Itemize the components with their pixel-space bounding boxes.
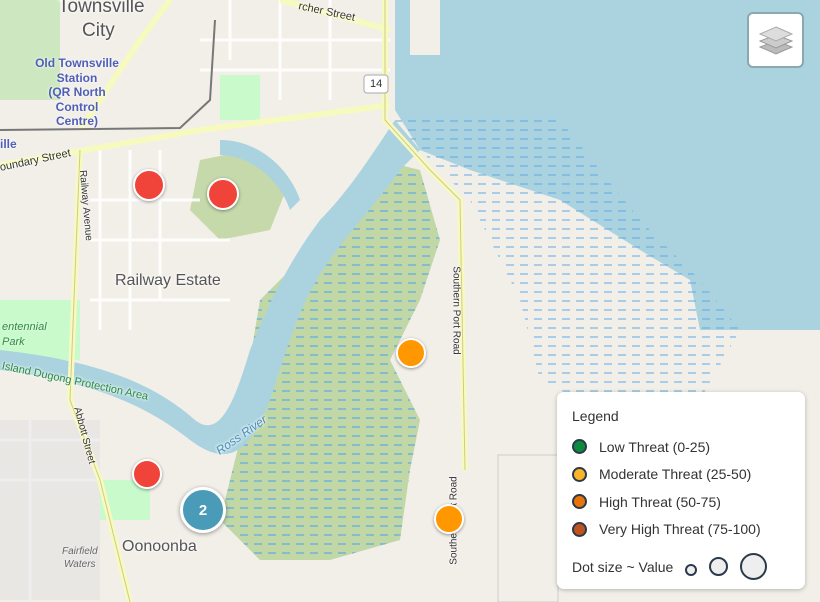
legend-label: Moderate Threat (25-50): [599, 466, 752, 483]
label-ille: ille: [0, 137, 17, 151]
park-line: entennial: [2, 321, 47, 333]
threat-marker[interactable]: [207, 178, 239, 210]
fairfield-line: Waters: [64, 559, 96, 570]
legend-dot: [572, 439, 587, 455]
label-oonoonba: Oonoonba: [122, 538, 197, 555]
size-label: Dot size ~ Value: [572, 558, 674, 575]
size-circle-medium: [709, 557, 729, 576]
legend-panel: Legend Low Threat (0-25) Moderate Threat…: [557, 392, 805, 589]
legend-item-very-high: Very High Threat (75-100): [572, 516, 790, 544]
size-circle-small: [685, 563, 698, 576]
legend-item-high: High Threat (50-75): [572, 488, 790, 516]
legend-item-low: Low Threat (0-25): [572, 433, 790, 461]
station-line: (QR North: [48, 85, 106, 99]
layers-button[interactable]: [747, 12, 804, 68]
layers-icon: [758, 26, 793, 55]
label-station: Old Townsville Station (QR North Control…: [22, 56, 132, 129]
station-line: Station: [56, 70, 98, 85]
legend-dot: [572, 466, 587, 482]
label-townsville: Townsville: [58, 0, 145, 17]
station-line: Centre): [55, 114, 98, 128]
legend-label: Low Threat (0-25): [599, 438, 711, 455]
legend-dot: [572, 521, 587, 537]
station-line: Control: [55, 99, 99, 114]
legend-label: High Threat (50-75): [599, 493, 721, 510]
legend-item-moderate: Moderate Threat (25-50): [572, 461, 790, 489]
legend-size-scale: Dot size ~ Value: [572, 553, 790, 580]
fairfield-line: Fairfield: [62, 546, 98, 557]
legend-label: Very High Threat (75-100): [599, 521, 761, 538]
threat-marker[interactable]: [396, 338, 426, 368]
park-line: Park: [2, 336, 25, 348]
legend-title: Legend: [572, 408, 619, 424]
route-shield-14: 14: [370, 78, 383, 90]
label-city: City: [82, 20, 115, 41]
threat-marker[interactable]: [434, 504, 464, 534]
legend-dot: [572, 494, 587, 510]
label-southern-port-road: Southern Port Road: [450, 266, 462, 355]
marker-cluster[interactable]: 2: [180, 487, 226, 533]
size-circle-large: [740, 553, 768, 580]
label-centennial-park: entennial Park: [2, 320, 47, 350]
label-fairfield-waters: Fairfield Waters: [62, 545, 98, 571]
station-line: Old Townsville: [35, 56, 119, 70]
threat-marker[interactable]: [132, 459, 162, 489]
label-railway-estate: Railway Estate: [115, 272, 221, 289]
threat-marker[interactable]: [133, 169, 165, 201]
